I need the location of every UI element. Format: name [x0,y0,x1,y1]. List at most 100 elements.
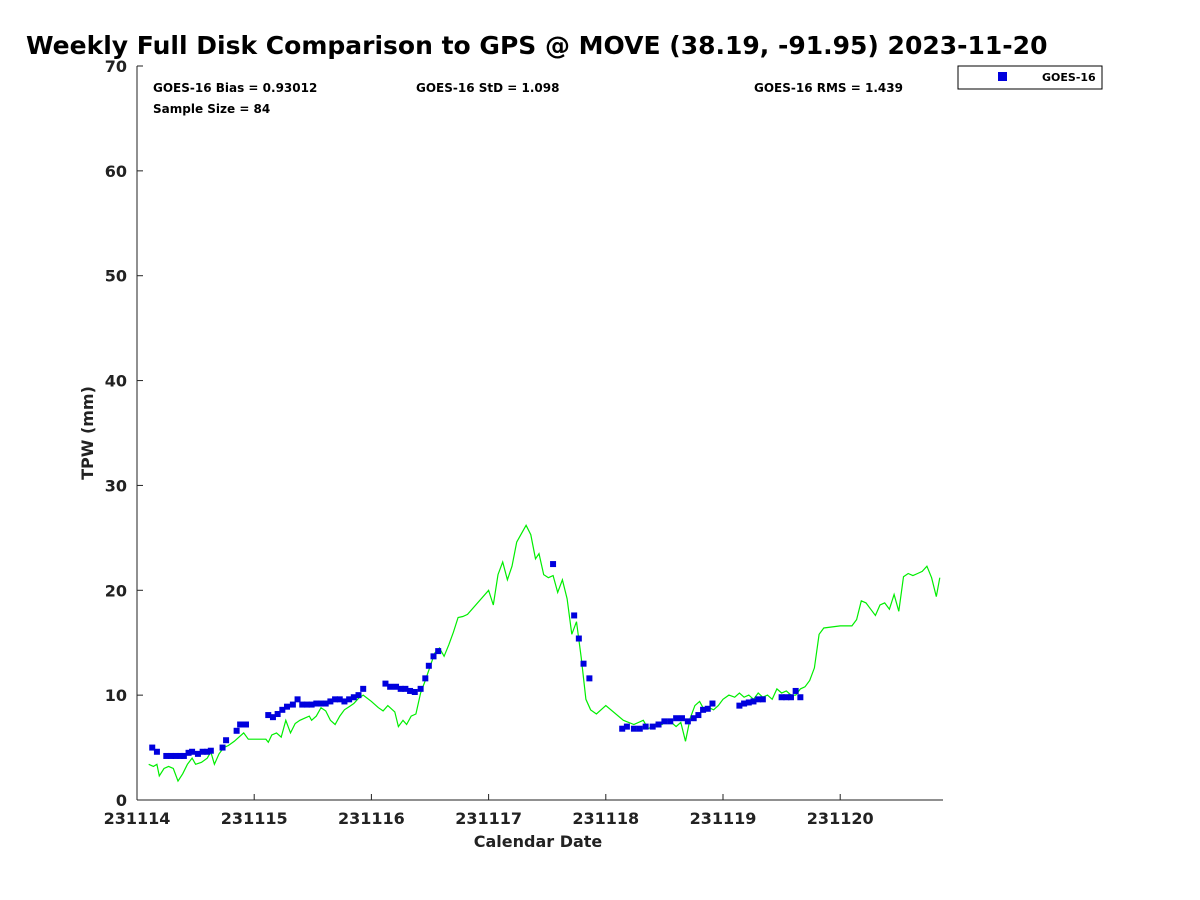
goes16-point [322,700,329,707]
goes16-point [586,675,593,682]
goes16-point [299,701,306,708]
goes16-point [269,714,276,721]
goes16-point [332,696,339,703]
goes16-point [360,685,367,692]
goes16-point [778,694,785,701]
goes16-point [709,700,716,707]
y-axis-label: TPW (mm) [78,386,97,480]
goes16-point [571,612,578,619]
x-axis-label: Calendar Date [474,832,603,851]
goes16-point [185,749,192,756]
goes16-point [575,635,582,642]
goes16-point [425,662,432,669]
goes16-point [704,705,711,712]
goes16-point [673,715,680,722]
goes16-point [690,715,697,722]
goes16-series [149,561,804,759]
goes16-point [233,727,240,734]
goes16-point [623,723,630,730]
goes16-point [313,700,320,707]
legend-box [957,65,1103,90]
goes16-point [219,744,226,751]
axis-ticks [136,65,841,801]
goes16-point [163,752,170,759]
goes16-point [355,692,362,699]
goes16-point [189,748,196,755]
y-tick-label: 70 [105,57,127,76]
goes16-point [382,680,389,687]
goes16-point [237,721,244,728]
y-tick-label: 60 [105,162,127,181]
goes16-point [759,696,766,703]
goes16-point [318,700,325,707]
goes16-point [755,696,762,703]
goes16-point [284,703,291,710]
goes16-point [223,737,230,744]
legend-marker [998,72,1007,81]
goes16-point [792,687,799,694]
goes16-point [550,561,557,568]
goes16-point [430,653,437,660]
goes16-point [422,675,429,682]
goes16-point [435,648,442,655]
goes16-point [350,694,357,701]
goes16-point [636,725,643,732]
goes16-point [750,698,757,705]
x-tick-label: 231114 [104,809,171,828]
goes16-point [194,750,201,757]
x-tick-label: 231116 [338,809,405,828]
goes16-point [745,699,752,706]
goes16-point [695,712,702,719]
x-tick-label: 231119 [690,809,757,828]
std-stat: GOES-16 StD = 1.098 [416,81,559,95]
goes16-point [167,752,174,759]
goes16-point [411,688,418,695]
goes16-point [787,694,794,701]
goes16-point [274,711,281,718]
y-tick-label: 50 [105,267,127,286]
goes16-point [153,748,160,755]
goes16-point [180,752,187,759]
x-tick-label: 231118 [572,809,639,828]
goes16-point [580,660,587,667]
goes16-point [402,685,409,692]
goes16-point [207,747,214,754]
goes16-point [199,748,206,755]
x-tick-label: 231120 [807,809,874,828]
goes16-point [649,723,656,730]
goes16-point [407,687,414,694]
y-tick-label: 0 [116,791,127,810]
goes16-point [655,721,662,728]
x-tick-labels: 231114 231115 231116 231117 231118 231119 2311… [104,809,874,828]
rms-stat: GOES-16 RMS = 1.439 [754,81,903,95]
goes16-point [177,752,184,759]
bias-stat: GOES-16 Bias = 0.93012 [153,81,317,95]
goes16-point [303,701,310,708]
goes16-point [642,723,649,730]
legend-label: GOES-16 [1042,71,1096,84]
goes16-point [417,685,424,692]
goes16-point [327,698,334,705]
goes16-point [393,683,400,690]
y-tick-label: 20 [105,581,127,600]
y-tick-label: 30 [105,476,127,495]
goes16-point [678,715,685,722]
goes16-point [204,748,211,755]
goes16-point [242,721,249,728]
gps-series [148,524,941,783]
goes16-point [289,701,296,708]
goes16-point [783,694,790,701]
goes16-point [387,683,394,690]
x-tick-label: 231115 [221,809,288,828]
goes16-point [661,718,668,725]
goes16-point [265,712,272,719]
goes16-point [149,744,156,751]
goes16-point [700,706,707,713]
x-tick-label: 231117 [455,809,522,828]
gps-series-line [148,524,941,783]
sample-size-stat: Sample Size = 84 [153,102,270,116]
goes16-point [172,752,179,759]
y-tick-label: 10 [105,686,127,705]
chart-title: Weekly Full Disk Comparison to GPS @ MOV… [26,31,1047,60]
